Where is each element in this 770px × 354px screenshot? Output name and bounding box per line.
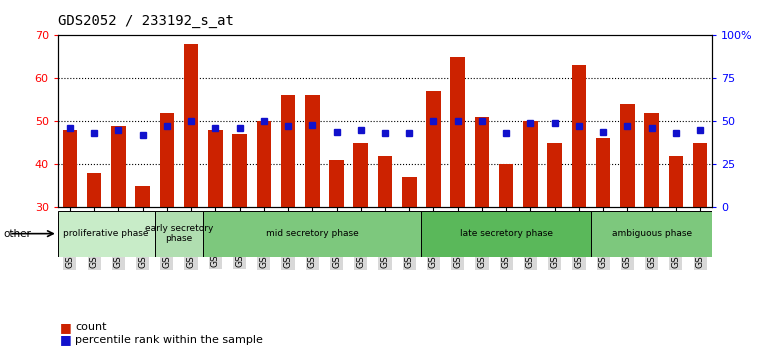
Bar [155, 211, 203, 257]
Bar [596, 138, 611, 207]
Bar [353, 143, 368, 207]
Bar [378, 156, 392, 207]
Text: other: other [4, 229, 32, 239]
Bar [421, 211, 591, 257]
Bar [305, 96, 320, 207]
Bar [159, 113, 174, 207]
Bar [281, 96, 296, 207]
Bar [474, 117, 489, 207]
Bar [111, 126, 126, 207]
Text: count: count [75, 322, 107, 332]
Bar [330, 160, 343, 207]
Bar [499, 164, 514, 207]
Bar [208, 130, 223, 207]
Text: early secretory
phase: early secretory phase [145, 224, 213, 243]
Bar [136, 185, 150, 207]
Text: GDS2052 / 233192_s_at: GDS2052 / 233192_s_at [58, 14, 233, 28]
Bar [427, 91, 440, 207]
Bar [233, 134, 247, 207]
Text: mid secretory phase: mid secretory phase [266, 229, 359, 238]
Bar [450, 57, 465, 207]
Bar [591, 211, 712, 257]
Bar [668, 156, 683, 207]
Bar [203, 211, 421, 257]
Bar [184, 44, 199, 207]
Bar [402, 177, 417, 207]
Bar [547, 143, 562, 207]
Text: percentile rank within the sample: percentile rank within the sample [75, 335, 263, 345]
Bar [523, 121, 537, 207]
Bar [58, 211, 155, 257]
Bar [571, 65, 586, 207]
Text: late secretory phase: late secretory phase [460, 229, 553, 238]
Text: ambiguous phase: ambiguous phase [611, 229, 691, 238]
Bar [256, 121, 271, 207]
Bar [620, 104, 634, 207]
Bar [644, 113, 659, 207]
Text: proliferative phase: proliferative phase [63, 229, 149, 238]
Text: ■: ■ [60, 321, 72, 334]
Text: ■: ■ [60, 333, 72, 346]
Bar [62, 130, 77, 207]
Bar [693, 143, 708, 207]
Bar [87, 173, 102, 207]
